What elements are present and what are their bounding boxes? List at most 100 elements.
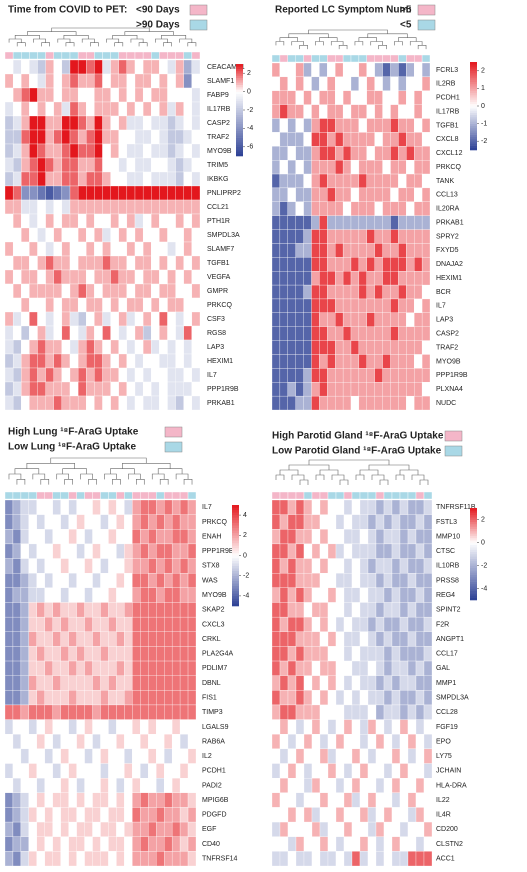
heatmap-cell xyxy=(179,675,189,691)
heatmap-cell xyxy=(84,631,93,647)
heatmap-cell xyxy=(102,59,111,75)
column-annotation xyxy=(398,54,407,63)
heatmap-cell xyxy=(335,719,345,735)
heatmap-cell xyxy=(4,171,14,187)
heatmap-cell xyxy=(303,660,313,676)
heatmap-cell xyxy=(118,213,128,229)
heatmap-cell xyxy=(183,171,193,187)
legend-label: High Lung ¹⁸F-AraG Uptake xyxy=(8,427,139,438)
heatmap-cell xyxy=(53,157,63,173)
heatmap-cell xyxy=(156,851,165,867)
heatmap-cell xyxy=(327,836,337,852)
heatmap-cell xyxy=(76,763,85,779)
heatmap-cell xyxy=(61,367,71,383)
heatmap-cell xyxy=(187,778,197,793)
colorbar-segment xyxy=(470,112,477,116)
heatmap-cell xyxy=(76,704,85,720)
heatmap-cell xyxy=(311,514,321,530)
heatmap-cell xyxy=(407,631,417,647)
row-label: RAB6A xyxy=(202,738,225,745)
heatmap-cell xyxy=(406,160,415,175)
heatmap-cell xyxy=(351,792,361,808)
heatmap-cell xyxy=(407,690,417,706)
heatmap-cell xyxy=(110,227,119,243)
heatmap-cell xyxy=(102,311,111,327)
heatmap-cell xyxy=(406,243,415,258)
heatmap-cell xyxy=(110,143,119,159)
legend-label: <90 Days xyxy=(136,5,180,16)
heatmap-cell xyxy=(21,87,30,103)
heatmap-cell xyxy=(327,602,337,618)
heatmap-cell xyxy=(335,616,345,632)
heatmap-cell xyxy=(367,836,377,852)
heatmap-cell xyxy=(20,719,30,735)
heatmap-cell xyxy=(77,325,87,341)
heatmap-cell xyxy=(303,382,312,397)
heatmap-cell xyxy=(311,719,321,735)
heatmap-cell xyxy=(44,558,53,574)
heatmap-cell xyxy=(279,763,289,779)
heatmap-cell xyxy=(287,719,297,735)
row-label: CCL21 xyxy=(207,204,229,211)
heatmap-cell xyxy=(37,241,46,257)
dendrogram xyxy=(315,41,324,46)
colorbar-tick-label: 2 xyxy=(481,516,485,523)
heatmap-cell xyxy=(124,514,133,530)
heatmap-cell xyxy=(406,229,415,244)
row-label: PPP1R9B xyxy=(207,386,239,393)
heatmap-cell xyxy=(69,87,79,103)
heatmap-cell xyxy=(327,704,337,720)
heatmap-cell xyxy=(116,792,125,808)
heatmap-cell xyxy=(148,704,157,720)
heatmap-cell xyxy=(399,719,409,735)
heatmap-cell xyxy=(21,353,30,369)
heatmap-cell xyxy=(414,340,423,355)
heatmap-cell xyxy=(295,631,305,647)
heatmap-cell xyxy=(94,325,103,341)
heatmap-cell xyxy=(187,616,197,632)
heatmap-cell xyxy=(21,255,30,271)
heatmap-cell xyxy=(20,514,30,530)
heatmap-cell xyxy=(343,734,353,750)
colorbar-segment xyxy=(236,96,243,99)
legend-label: <5 xyxy=(400,20,412,31)
heatmap-cell xyxy=(60,660,69,676)
heatmap-cell xyxy=(179,616,189,632)
heatmap-cell xyxy=(414,146,423,161)
heatmap-cell xyxy=(142,241,152,257)
heatmap-cell xyxy=(156,807,165,823)
heatmap-cell xyxy=(415,543,425,559)
heatmap-cell xyxy=(60,499,69,515)
heatmap-cell xyxy=(68,836,77,852)
heatmap-cell xyxy=(319,312,328,327)
heatmap-cell xyxy=(156,631,165,647)
heatmap-cell xyxy=(108,719,117,735)
heatmap-cell xyxy=(271,748,281,764)
heatmap-cell xyxy=(271,646,281,662)
heatmap-cell xyxy=(134,185,144,201)
colorbar-segment xyxy=(232,585,239,589)
heatmap-cell xyxy=(287,284,296,300)
heatmap-cell xyxy=(303,90,312,105)
heatmap-cell xyxy=(415,763,425,779)
heatmap-cell xyxy=(29,171,38,187)
column-annotation xyxy=(358,54,367,63)
colorbar-segment xyxy=(470,147,477,151)
heatmap-cell xyxy=(159,101,168,117)
heatmap-cell xyxy=(335,821,345,837)
heatmap-cell xyxy=(303,160,312,175)
heatmap-cell xyxy=(20,660,30,676)
heatmap-cell xyxy=(390,160,399,175)
heatmap-cell xyxy=(295,778,305,793)
heatmap-cell xyxy=(100,690,109,706)
heatmap-cell xyxy=(295,201,304,216)
heatmap-cell xyxy=(375,646,385,662)
heatmap-cell xyxy=(383,690,393,706)
heatmap-cell xyxy=(36,748,45,764)
colorbar-segment xyxy=(470,92,477,96)
heatmap-cell xyxy=(374,201,383,216)
heatmap-cell xyxy=(374,160,383,175)
heatmap-cell xyxy=(382,257,391,272)
heatmap-cell xyxy=(187,558,197,574)
heatmap-cell xyxy=(390,118,399,133)
